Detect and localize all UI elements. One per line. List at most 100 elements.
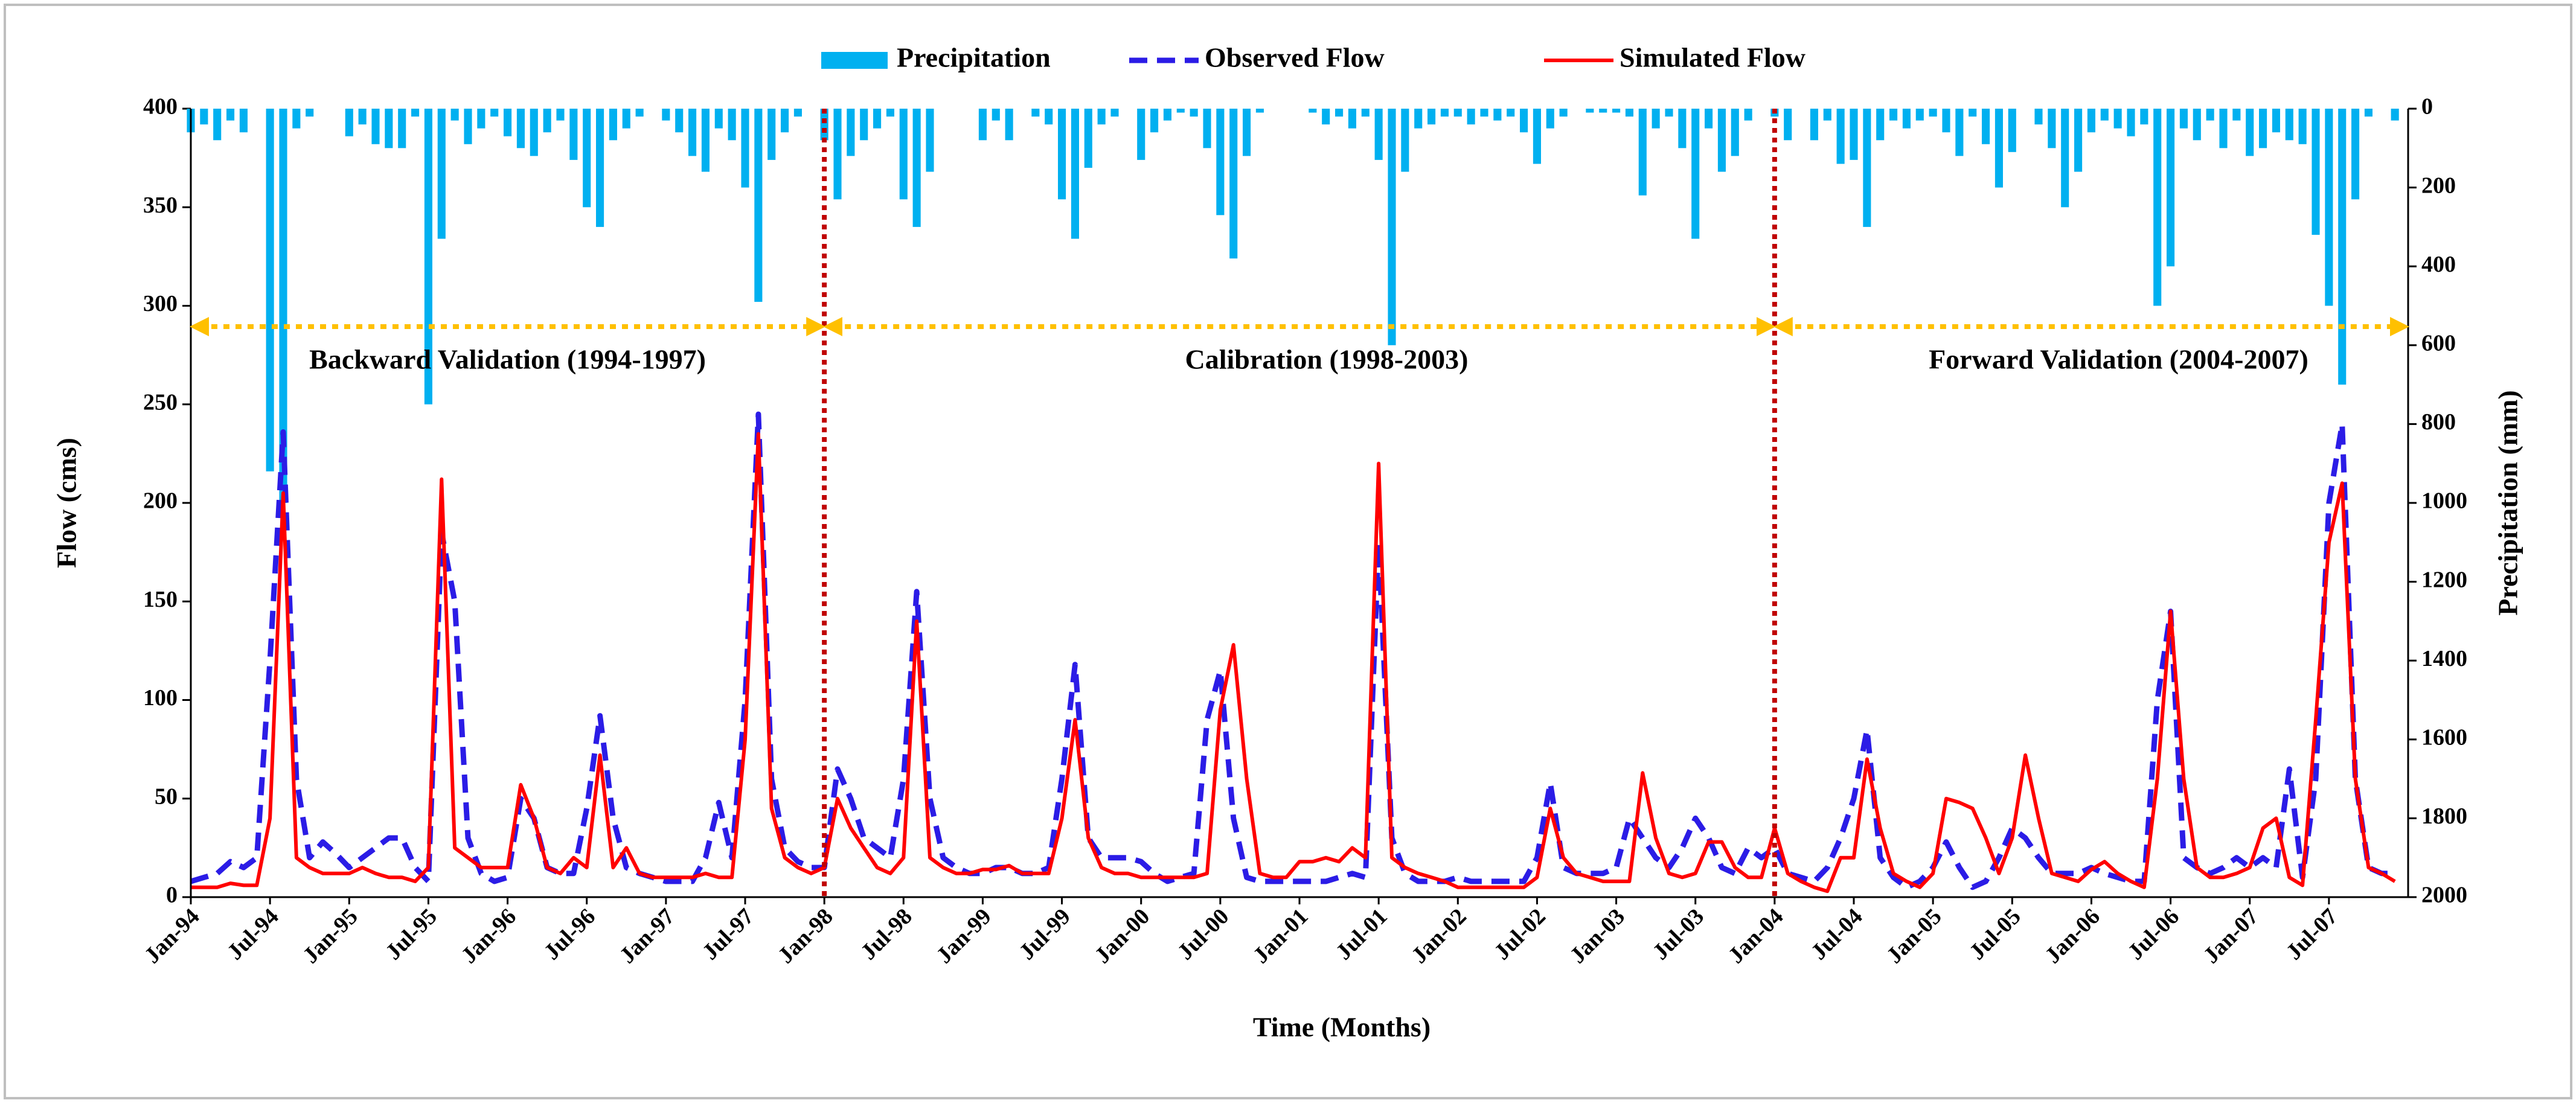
precipitation-bar — [2325, 109, 2333, 306]
precipitation-bar — [556, 109, 565, 121]
precipitation-bar — [2061, 109, 2069, 208]
precipitation-bar — [543, 109, 551, 133]
precipitation-bar — [1546, 109, 1554, 129]
precipitation-bar — [1150, 109, 1159, 133]
observed-line — [190, 411, 2395, 890]
precipitation-bar — [2338, 109, 2347, 385]
precipitation-bar — [2100, 109, 2109, 121]
y-tick-label: 50 — [155, 784, 178, 809]
precipitation-bar — [675, 109, 684, 133]
precipitation-bar — [1586, 109, 1594, 113]
precipitation-bar — [899, 109, 908, 200]
precipitation-bar — [213, 109, 222, 141]
precipitation-bar — [2179, 109, 2188, 129]
legend-label: Precipitation — [897, 42, 1051, 73]
precipitation-bar — [767, 109, 776, 160]
precipitation-bar — [1322, 109, 1330, 125]
x-axis-label: Time (Months) — [1253, 1012, 1431, 1043]
precipitation-bar — [873, 109, 882, 129]
precipitation-bar — [490, 109, 499, 117]
y-tick-label: 150 — [143, 587, 178, 612]
period-label: Forward Validation (2004-2007) — [1929, 344, 2308, 375]
legend-label: Simulated Flow — [1620, 42, 1805, 73]
precipitation-bar — [2193, 109, 2201, 141]
precipitation-bar — [714, 109, 723, 129]
precipitation-bar — [2298, 109, 2307, 144]
period-label: Backward Validation (1994-1997) — [309, 344, 706, 375]
precipitation-bar — [701, 109, 710, 172]
precipitation-bar — [1810, 109, 1818, 141]
precipitation-bar — [1520, 109, 1528, 133]
y2-axis-label: Precipitation (mm) — [2493, 390, 2523, 615]
precipitation-bar — [978, 109, 987, 141]
precipitation-bar — [2048, 109, 2056, 149]
precipitation-bar — [2087, 109, 2095, 133]
precipitation-bar — [279, 109, 287, 503]
precipitation-bar — [1031, 109, 1040, 117]
precipitation-bar — [1559, 109, 1568, 117]
precipitation-bar — [504, 109, 512, 136]
y-axis-label: Flow (cms) — [51, 438, 82, 568]
legend-swatch — [821, 52, 888, 69]
precipitation-bar — [477, 109, 485, 129]
precipitation-bar — [635, 109, 644, 117]
y-tick-label: 400 — [143, 94, 178, 120]
precipitation-bar — [2232, 109, 2241, 121]
precipitation-bar — [226, 109, 235, 121]
precipitation-bar — [345, 109, 353, 136]
precipitation-bar — [2285, 109, 2293, 141]
precipitation-bar — [1190, 109, 1198, 117]
precipitation-bar — [781, 109, 789, 133]
precipitation-bar — [1216, 109, 1225, 216]
y-tick-label: 200 — [143, 488, 178, 514]
y2-tick-label: 1200 — [2421, 567, 2467, 592]
precipitation-bar — [1863, 109, 1871, 227]
precipitation-bar — [239, 109, 248, 133]
precipitation-bar — [1427, 109, 1436, 125]
precipitation-bar — [1705, 109, 1713, 129]
precipitation-bar — [1507, 109, 1515, 117]
precipitation-bar — [1440, 109, 1449, 117]
precipitation-bar — [2127, 109, 2135, 136]
precipitation-bar — [1348, 109, 1356, 129]
precipitation-bar — [1889, 109, 1898, 121]
precipitation-bar — [728, 109, 736, 141]
precipitation-bar — [1058, 109, 1066, 200]
precipitation-bar — [1071, 109, 1079, 239]
precipitation-bar — [1163, 109, 1171, 121]
precipitation-bar — [1335, 109, 1344, 117]
precipitation-bar — [1493, 109, 1502, 121]
precipitation-bar — [688, 109, 697, 156]
precipitation-bar — [1652, 109, 1660, 129]
y2-tick-label: 1400 — [2421, 646, 2467, 671]
precipitation-bar — [2246, 109, 2254, 156]
precipitation-bar — [1084, 109, 1092, 168]
precipitation-bar — [912, 109, 921, 227]
precipitation-bar — [1097, 109, 1106, 125]
precipitation-bar — [1229, 109, 1238, 259]
y2-tick-label: 600 — [2421, 331, 2456, 356]
precipitation-bar — [292, 109, 301, 129]
precipitation-bar — [1823, 109, 1831, 121]
precipitation-bar — [1453, 109, 1462, 117]
precipitation-bar — [992, 109, 1000, 121]
precipitation-bar — [1902, 109, 1911, 129]
simulated-line — [191, 432, 2396, 894]
precipitation-bar — [662, 109, 670, 121]
precipitation-bar — [1717, 109, 1726, 172]
precipitation-bar — [1929, 109, 1937, 117]
precipitation-bar — [2153, 109, 2162, 306]
precipitation-bar — [793, 109, 802, 117]
precipitation-bar — [1994, 109, 2003, 188]
precipitation-bar — [2074, 109, 2083, 172]
precipitation-bar — [1876, 109, 1885, 141]
precipitation-bar — [741, 109, 749, 188]
precipitation-bar — [1665, 109, 1673, 117]
precipitation-bar — [358, 109, 367, 125]
precipitation-bar — [833, 109, 842, 200]
precipitation-bar — [1480, 109, 1488, 117]
y2-tick-label: 400 — [2421, 252, 2456, 277]
precipitation-bar — [1599, 109, 1607, 113]
precipitation-bar — [1691, 109, 1700, 239]
